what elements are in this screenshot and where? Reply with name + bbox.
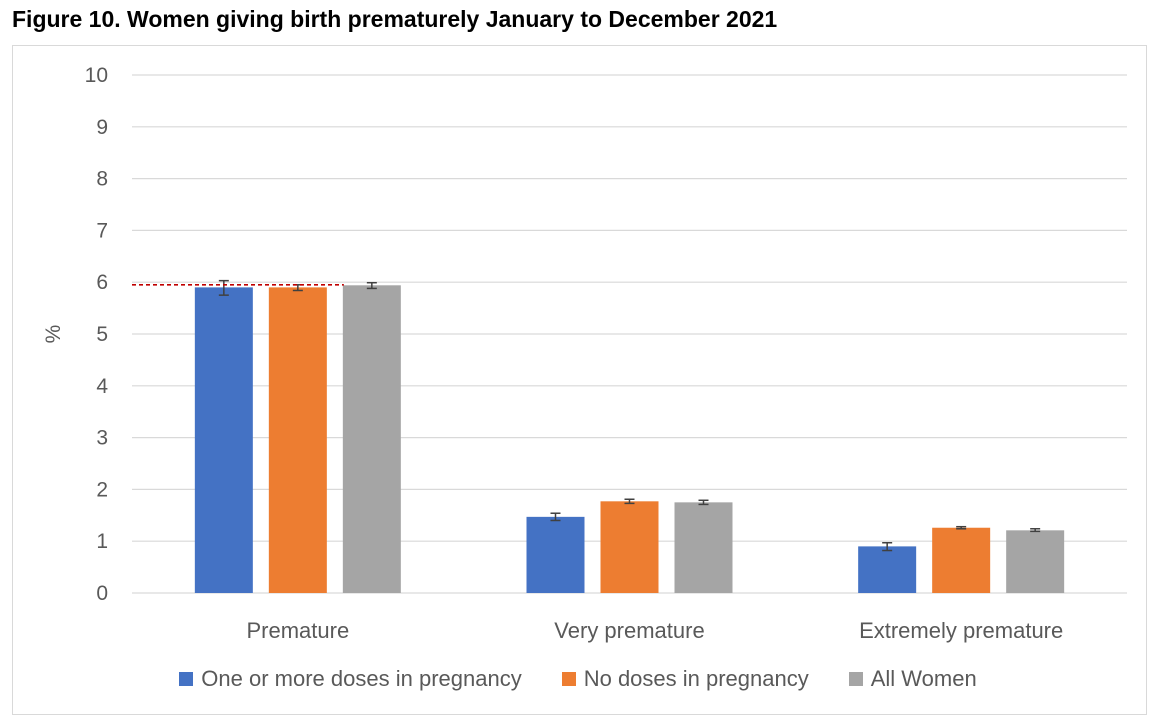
error-bar — [882, 542, 893, 552]
chart-frame — [12, 45, 1147, 715]
y-tick-label: 4 — [96, 375, 108, 398]
figure-title: Figure 10. Women giving birth prematurel… — [12, 6, 778, 32]
y-tick-label: 10 — [85, 64, 108, 87]
bar — [858, 546, 917, 593]
legend-swatch — [179, 672, 194, 686]
y-tick-label: 1 — [96, 530, 108, 553]
legend-label: No doses in pregnancy — [583, 666, 809, 691]
bar — [268, 287, 327, 593]
error-bar — [698, 499, 709, 506]
y-axis-ticks: 0 1 2 3 4 5 6 7 8 9 10 — [85, 64, 109, 605]
y-tick-label: 3 — [96, 427, 108, 450]
bar — [674, 502, 733, 593]
bars — [194, 285, 1065, 593]
bar — [194, 287, 253, 593]
bar — [1006, 530, 1065, 593]
category-label: Premature — [246, 618, 349, 643]
legend: One or more doses in pregnancy No doses i… — [0, 666, 1156, 692]
legend-item: All Women — [848, 666, 977, 692]
y-tick-label: 5 — [96, 323, 108, 346]
legend-swatch — [848, 672, 863, 686]
legend-item: No doses in pregnancy — [561, 666, 809, 692]
bar — [342, 285, 401, 593]
y-tick-label: 0 — [96, 582, 108, 605]
legend-label: All Women — [870, 666, 977, 691]
legend-swatch — [561, 672, 576, 686]
error-bar — [550, 512, 561, 522]
bar — [526, 516, 585, 593]
error-bar — [624, 498, 635, 505]
error-bar — [1030, 528, 1041, 533]
bar — [600, 501, 659, 593]
error-bar — [956, 525, 967, 530]
error-bar — [218, 279, 229, 296]
legend-item: One or more doses in pregnancy — [179, 666, 522, 692]
category-labels: Premature Very premature Extremely prematu… — [246, 618, 1063, 643]
y-tick-label: 8 — [96, 168, 108, 191]
legend-label: One or more doses in pregnancy — [201, 666, 522, 691]
y-tick-label: 7 — [96, 219, 108, 242]
y-tick-label: 9 — [96, 116, 108, 139]
error-bar — [366, 281, 377, 290]
y-tick-label: 6 — [96, 271, 108, 294]
y-tick-label: 2 — [96, 478, 108, 501]
error-bars — [218, 279, 1041, 552]
bar — [932, 527, 991, 593]
category-label: Very premature — [554, 618, 704, 643]
category-label: Extremely premature — [859, 618, 1063, 643]
y-axis-label: % — [42, 325, 65, 344]
